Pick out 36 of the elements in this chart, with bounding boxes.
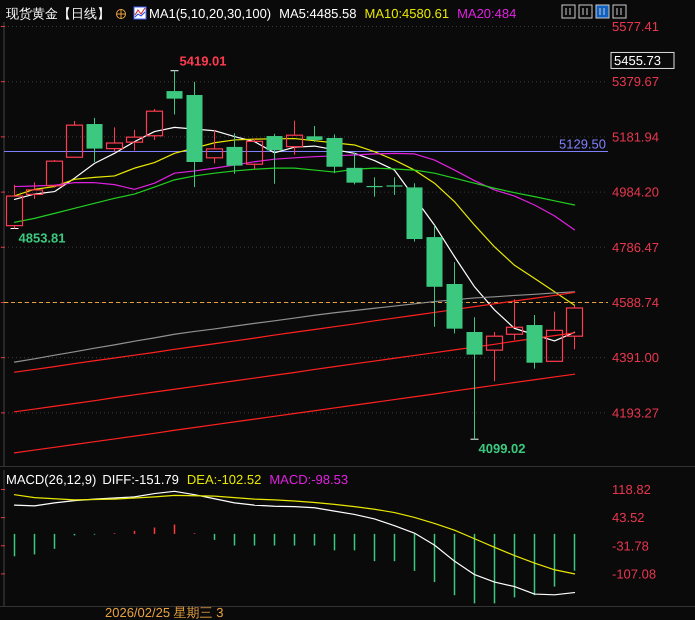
y-tick-label: -31.78 <box>612 538 649 554</box>
y-tick-label: 43.52 <box>612 510 645 526</box>
candlestick <box>126 129 144 152</box>
y-tick-label: 118.82 <box>612 482 651 497</box>
annotation: 4853.81 <box>18 230 66 246</box>
text: 5455.73 <box>614 52 661 68</box>
legend-title: MA1(5,10,20,30,100) <box>149 6 272 21</box>
chart-title: MACD(26,12,9) <box>6 472 96 487</box>
annotation: 2026/02/25 星期三 3 <box>105 605 224 620</box>
y-tick-label: 5181.94 <box>612 129 659 144</box>
text: MA5:4485.58 <box>279 6 356 21</box>
y-tick-label: 4588.74 <box>612 294 659 310</box>
annotation: MACD:-98.53 <box>269 472 348 487</box>
y-tick-label: 5577.41 <box>612 18 659 34</box>
y-tick-label: 5379.67 <box>612 74 659 90</box>
candlestick <box>386 176 404 196</box>
series-label: DEA:-102.52 <box>186 472 262 487</box>
annotation: 4099.02 <box>478 441 526 456</box>
annotation: 5419.01 <box>180 54 226 69</box>
text: MA20:484 <box>457 6 516 21</box>
candlestick <box>286 120 304 156</box>
candlestick <box>206 129 224 164</box>
candlestick <box>366 176 384 198</box>
text: MA10:4580.61 <box>364 6 450 21</box>
ref-line-label: 5129.50 <box>559 136 606 152</box>
y-tick-label: 4786.47 <box>612 240 659 255</box>
y-tick-label: 4391.00 <box>612 350 659 366</box>
y-tick-label: 4193.27 <box>612 405 659 420</box>
y-tick-label: 4984.20 <box>612 184 659 200</box>
series-label: DIFF:-151.79 <box>102 472 179 487</box>
line-series <box>14 374 576 454</box>
line-series <box>14 494 576 574</box>
y-tick-label: -107.08 <box>612 566 656 582</box>
line-series <box>14 490 576 596</box>
chart-title: 现货黄金【日线】 <box>6 6 110 21</box>
candlestick <box>506 298 524 340</box>
